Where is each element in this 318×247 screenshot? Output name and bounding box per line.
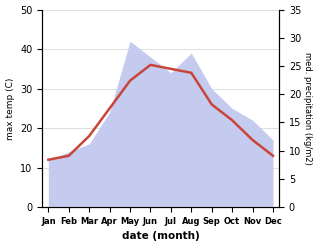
X-axis label: date (month): date (month): [122, 231, 199, 242]
Y-axis label: max temp (C): max temp (C): [5, 77, 15, 140]
Y-axis label: med. precipitation (kg/m2): med. precipitation (kg/m2): [303, 52, 313, 165]
